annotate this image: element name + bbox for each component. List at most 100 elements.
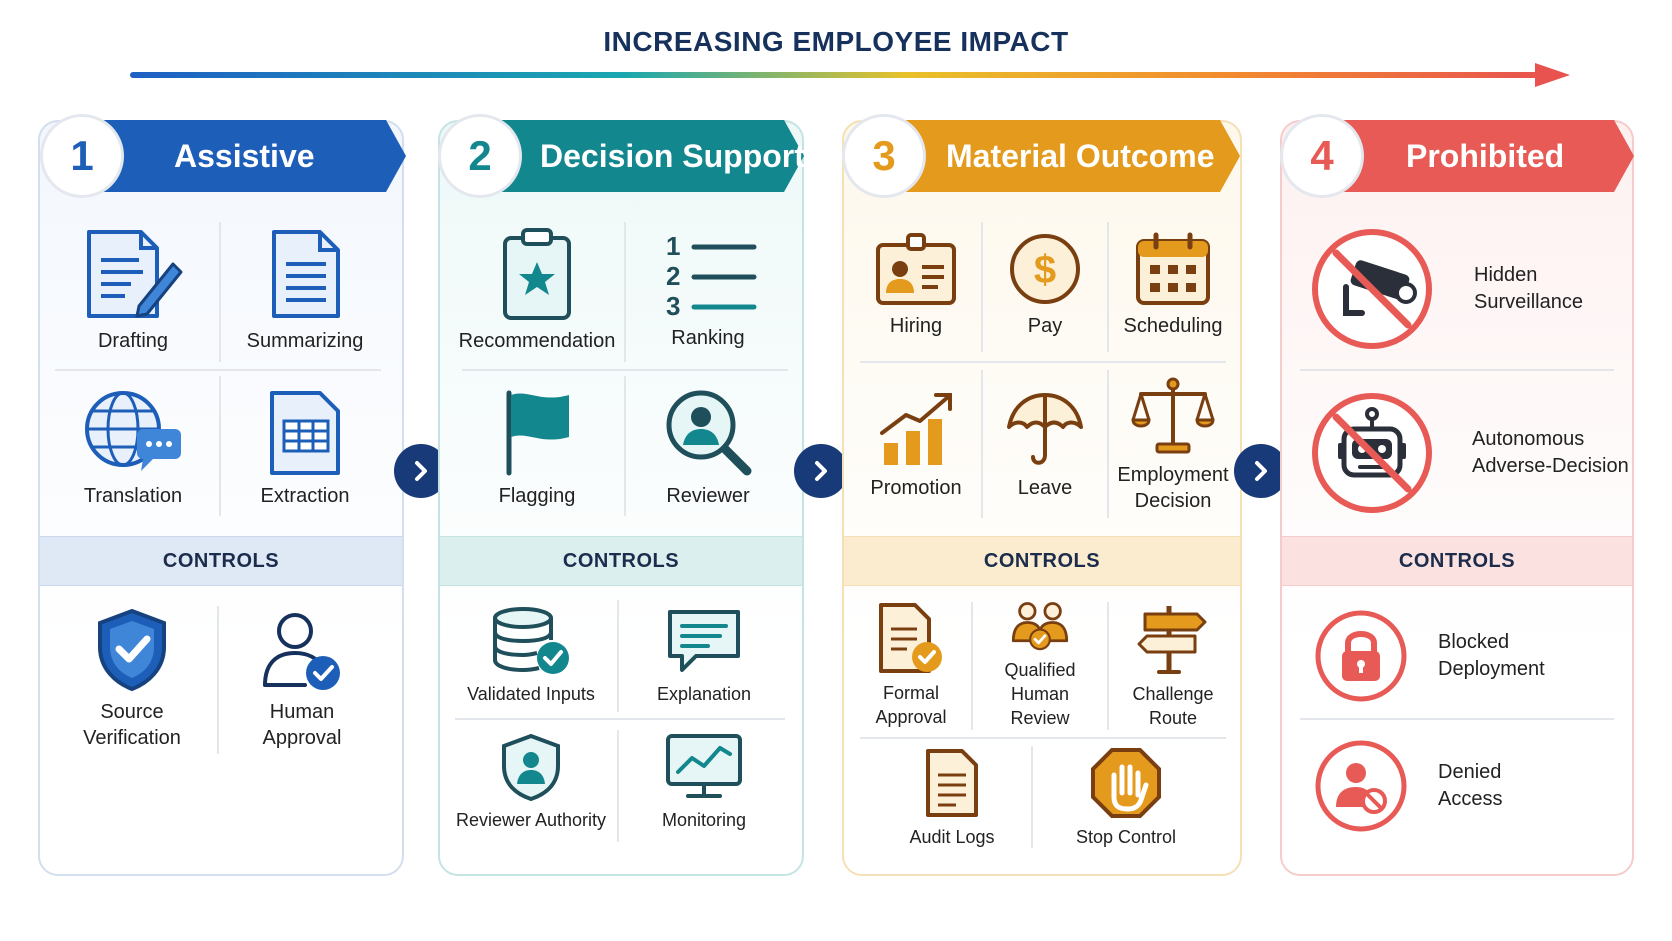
use-summarizing: Summarizing	[222, 220, 388, 360]
control-challenge-route: Challenge Route	[1110, 600, 1236, 730]
use-hiring: Hiring	[852, 220, 980, 350]
use-scheduling: Scheduling	[1110, 220, 1236, 350]
tier-2-number: 2	[438, 114, 522, 198]
use-label: Translation	[83, 485, 183, 507]
control-qualified-human-review: Qualified Human Review	[974, 600, 1106, 730]
control-label: Audit Logs	[909, 827, 995, 847]
id-card-icon	[876, 233, 956, 305]
control-label: Qualified Human Review	[1004, 660, 1076, 728]
tier-1-title: Assistive	[174, 137, 315, 174]
use-hidden-surveillance: Hidden Surveillance	[1310, 224, 1630, 354]
shield-person-icon	[502, 733, 560, 802]
use-ranking: 1 2 3 Ranking	[628, 220, 788, 360]
control-label: Stop Control	[1075, 827, 1177, 847]
use-employment-decision: Employment Decision	[1110, 372, 1236, 518]
use-promotion: Promotion	[852, 372, 980, 518]
tier-3-header: 3 Material Outcome	[842, 114, 1240, 198]
tier-3-title: Material Outcome	[946, 137, 1215, 174]
control-source-verification: Source Verification	[50, 604, 214, 754]
tier-2-title: Decision Support	[540, 137, 805, 174]
use-label: Reviewer	[666, 485, 750, 507]
control-human-approval: Human Approval	[220, 604, 384, 754]
calendar-icon	[1136, 232, 1210, 305]
tier-1-header: 1 Assistive	[40, 114, 406, 198]
chevron-right-icon	[794, 444, 848, 498]
use-recommendation: Recommendation	[452, 220, 622, 360]
svg-text:2: 2	[666, 261, 680, 291]
control-label: Monitoring	[661, 810, 747, 830]
control-explanation: Explanation	[620, 598, 788, 714]
control-monitoring: Monitoring	[620, 724, 788, 840]
use-label: Drafting	[97, 330, 169, 352]
use-translation: Translation	[50, 378, 216, 518]
tier-4-number: 4	[1280, 114, 1364, 198]
flag-icon	[506, 390, 569, 476]
signpost-icon	[1137, 606, 1207, 674]
use-label: Leave	[1017, 477, 1073, 499]
control-label: Reviewer Authority	[455, 810, 607, 830]
control-label: Human Approval	[262, 701, 342, 749]
control-label: Source Verification	[83, 701, 181, 749]
summarizing-icon	[272, 230, 340, 318]
extraction-icon	[270, 391, 340, 475]
control-denied-access: Denied Access	[1314, 734, 1630, 838]
no-robot-icon	[1312, 393, 1432, 513]
umbrella-icon	[1007, 393, 1083, 465]
control-reviewer-authority: Reviewer Authority	[448, 724, 614, 840]
document-icon	[926, 749, 978, 817]
tier-2-controls-header: CONTROLS	[440, 536, 802, 586]
use-label: Hidden Surveillance	[1474, 264, 1583, 313]
use-label: Pay	[1027, 315, 1063, 337]
tier-3-controls-header: CONTROLS	[844, 536, 1240, 586]
use-label: Extraction	[260, 485, 350, 507]
use-leave: Leave	[984, 372, 1106, 518]
use-label: Employment Decision	[1117, 464, 1229, 512]
use-drafting: Drafting	[50, 220, 216, 360]
stop-hand-icon	[1091, 748, 1161, 818]
monitor-chart-icon	[666, 734, 742, 798]
diagram-title: INCREASING EMPLOYEE IMPACT	[603, 26, 1069, 57]
clipboard-star-icon	[503, 228, 571, 320]
tier-4-header: 4 Prohibited	[1280, 114, 1634, 198]
use-label: Autonomous Adverse-Decision	[1472, 428, 1629, 477]
use-label: Scheduling	[1123, 315, 1223, 337]
impact-arrow	[130, 63, 1570, 87]
control-label: Denied Access	[1438, 761, 1503, 810]
tier-1-controls-header: CONTROLS	[40, 536, 402, 586]
translation-icon	[85, 391, 181, 471]
tier-3-number: 3	[842, 114, 926, 198]
use-label: Summarizing	[246, 330, 364, 352]
speech-bubble-icon	[668, 610, 740, 672]
control-label: Validated Inputs	[467, 684, 595, 704]
use-autonomous-adverse-decision: Autonomous Adverse-Decision	[1310, 388, 1630, 518]
chevron-right-icon	[1234, 444, 1288, 498]
numbered-list-icon: 1 2 3	[666, 231, 757, 319]
control-label: Formal Approval	[875, 683, 947, 727]
tier-1-number: 1	[40, 114, 124, 198]
tier-2-header: 2 Decision Support	[438, 114, 805, 198]
tier-4-title: Prohibited	[1406, 137, 1565, 174]
use-pay: $ Pay	[984, 220, 1106, 350]
control-validated-inputs: Validated Inputs	[448, 598, 614, 714]
tier-4-controls-header: CONTROLS	[1282, 536, 1632, 586]
scales-icon	[1131, 377, 1215, 454]
use-label: Promotion	[870, 477, 962, 499]
drafting-icon	[87, 230, 183, 318]
growth-chart-icon	[880, 393, 952, 465]
no-camera-icon	[1312, 229, 1432, 349]
magnifier-person-icon	[666, 390, 752, 476]
control-blocked-deployment: Blocked Deployment	[1314, 604, 1630, 708]
svg-text:3: 3	[666, 291, 680, 319]
svg-text:1: 1	[666, 231, 680, 261]
use-label: Flagging	[498, 485, 576, 507]
use-label: Recommendation	[458, 330, 616, 352]
control-audit-logs: Audit Logs	[876, 744, 1028, 852]
use-label: Ranking	[671, 327, 745, 349]
control-label: Explanation	[656, 684, 752, 704]
dollar-icon: $	[1010, 234, 1080, 304]
database-check-icon	[493, 607, 569, 674]
lock-icon	[1315, 610, 1407, 702]
use-reviewer: Reviewer	[628, 378, 788, 518]
use-extraction: Extraction	[222, 378, 388, 518]
use-label: Hiring	[889, 315, 943, 337]
